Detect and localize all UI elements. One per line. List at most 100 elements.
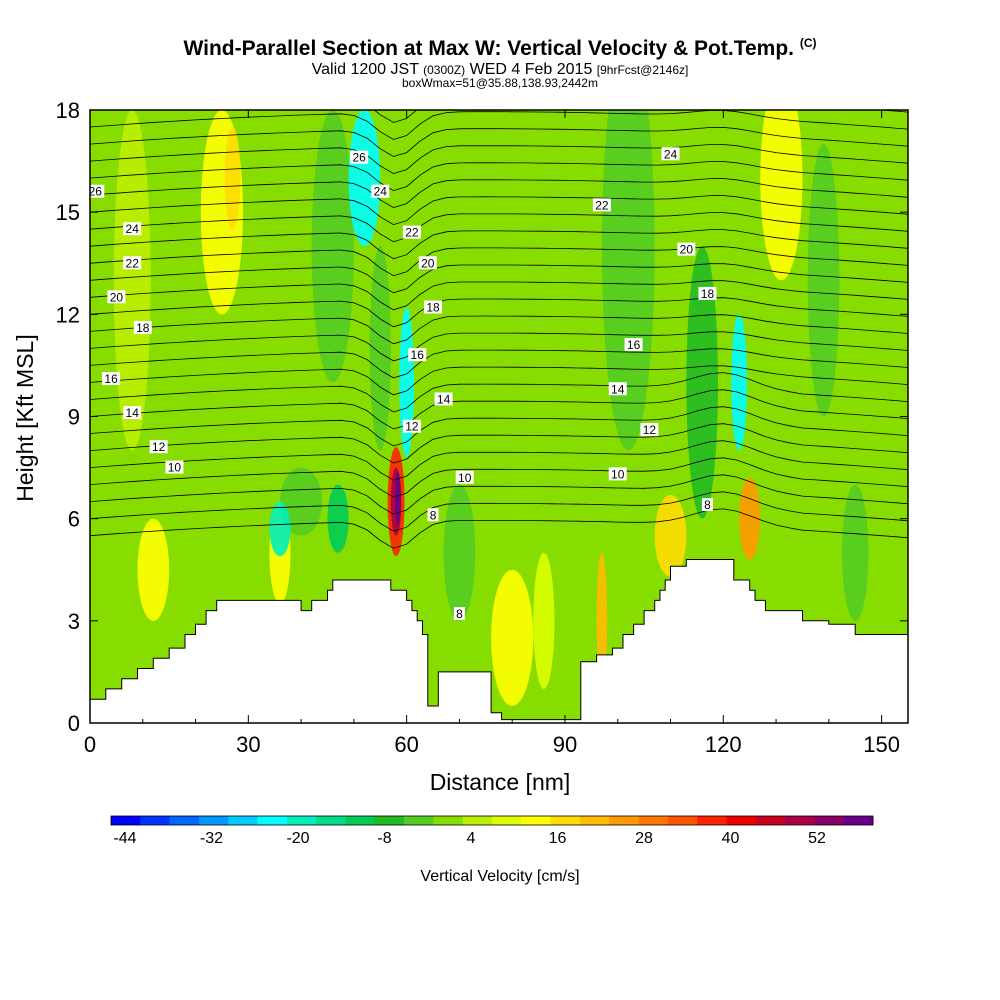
- valid-time-line: Valid 1200 JST (0300Z) WED 4 Feb 2015 [9…: [0, 61, 1000, 79]
- contour-label: 10: [165, 460, 184, 475]
- theta-contour: [90, 508, 908, 549]
- contour-label: 14: [608, 382, 627, 396]
- theta-contour: [90, 365, 908, 396]
- terrain: [89, 559, 909, 724]
- valid-utc: (0300Z): [423, 63, 466, 77]
- theta-contour: [90, 212, 908, 243]
- theta-contour: [90, 246, 908, 277]
- theta-contour: [90, 331, 908, 362]
- contour-labels: 2624222018161412102624222018161412108824…: [86, 147, 717, 621]
- contour-label-text: 18: [136, 321, 150, 335]
- colorbar-swatch: [609, 816, 640, 825]
- contour-label-text: 8: [456, 607, 463, 621]
- field-blob: [842, 484, 869, 621]
- terrain-profile: [89, 559, 909, 724]
- field-blob: [760, 110, 803, 281]
- colorbar-swatch: [814, 816, 845, 825]
- field-blob: [731, 314, 748, 451]
- contour-label-text: 26: [352, 151, 366, 165]
- contour-label-text: 12: [152, 440, 166, 454]
- contour-label: 20: [677, 242, 696, 257]
- contour-label-text: 8: [430, 508, 437, 522]
- contour-label: 8: [453, 607, 465, 621]
- contour-label-text: 24: [374, 185, 388, 199]
- field-blob: [601, 110, 655, 451]
- colorbar-swatch: [462, 816, 493, 825]
- y-tick-label: 18: [56, 98, 80, 123]
- field-blob: [394, 470, 401, 526]
- contour-label-text: 16: [411, 348, 425, 362]
- contour-label: 12: [149, 440, 168, 454]
- y-tick-label: 6: [68, 507, 80, 532]
- title-main: Wind-Parallel Section at Max W: Vertical…: [183, 37, 794, 60]
- colorbar-label: Vertical Velocity [cm/s]: [420, 868, 579, 885]
- contour-label-text: 24: [664, 147, 678, 161]
- contour-label: 18: [698, 286, 717, 301]
- y-tick-label: 15: [56, 200, 80, 225]
- theta-contours: [90, 110, 908, 549]
- contour-label-text: 22: [595, 198, 609, 212]
- forecast-info: [9hrFcst@2146z]: [596, 63, 689, 77]
- contour-label: 26: [350, 150, 369, 165]
- valid-date: WED 4 Feb 2015: [469, 61, 593, 78]
- colorbar-swatch: [579, 816, 610, 825]
- colorbar-swatch: [111, 816, 141, 825]
- colorbar-tick-label: -32: [200, 830, 223, 847]
- contour-label-text: 20: [421, 256, 435, 270]
- contour-label-text: 14: [611, 382, 625, 396]
- colorbar-swatch: [697, 816, 727, 825]
- colorbar-swatch: [198, 816, 229, 825]
- contour-label-text: 20: [680, 243, 694, 257]
- theta-contour: [90, 144, 908, 175]
- y-tick-label: 3: [68, 609, 80, 634]
- x-tick-label: 30: [236, 732, 260, 757]
- contour-label: 26: [86, 184, 105, 199]
- x-tick-label: 0: [84, 732, 96, 757]
- theta-contour: [90, 440, 908, 481]
- contour-label: 24: [661, 147, 680, 161]
- colorbar-swatch: [286, 816, 317, 825]
- contour-label: 10: [608, 467, 627, 481]
- y-axis-label: Height [Kft MSL]: [12, 334, 38, 501]
- contour-label-text: 16: [627, 338, 641, 352]
- theta-contour: [90, 229, 908, 260]
- contour-label: 14: [123, 406, 142, 420]
- colorbar-frame: [110, 815, 874, 826]
- colorbar-swatch: [726, 816, 757, 825]
- colorbar-tick-label: -44: [113, 830, 136, 847]
- colorbar-swatch: [755, 816, 786, 825]
- field-blob: [739, 477, 761, 560]
- field-blob: [269, 501, 291, 557]
- contour-label-text: 22: [405, 226, 419, 240]
- contour-label-text: 26: [89, 185, 103, 199]
- colorbar-tick-label: 28: [635, 830, 653, 847]
- contour-label-text: 24: [126, 222, 140, 236]
- theta-contour: [90, 491, 908, 532]
- colorbar-swatch: [521, 816, 552, 825]
- field-blob: [327, 484, 349, 553]
- field-blob: [686, 246, 719, 519]
- field-blob: [654, 494, 687, 577]
- theta-contour: [90, 423, 908, 464]
- contour-label: 22: [592, 198, 611, 212]
- field-blob: [137, 518, 170, 621]
- contour-label-text: 22: [126, 256, 140, 270]
- theta-contour: [90, 406, 908, 447]
- contour-label-text: 14: [437, 392, 451, 406]
- valid-label: Valid 1200 JST: [311, 61, 419, 78]
- contour-label: 14: [434, 392, 453, 406]
- theta-contour: [90, 178, 908, 209]
- theta-contour: [90, 314, 908, 345]
- x-tick-label: 120: [705, 732, 742, 757]
- contour-label: 8: [701, 498, 713, 512]
- theta-contour: [90, 457, 908, 498]
- colorbar-swatch: [345, 816, 376, 825]
- field-blob: [224, 127, 241, 230]
- field-blob: [113, 110, 151, 451]
- contour-label: 22: [123, 256, 142, 270]
- y-tick-label: 0: [68, 711, 80, 736]
- chart-title: Wind-Parallel Section at Max W: Vertical…: [0, 36, 1000, 61]
- contour-label-text: 10: [168, 461, 182, 475]
- contour-label-text: 20: [110, 290, 124, 304]
- contour-label: 12: [640, 423, 659, 437]
